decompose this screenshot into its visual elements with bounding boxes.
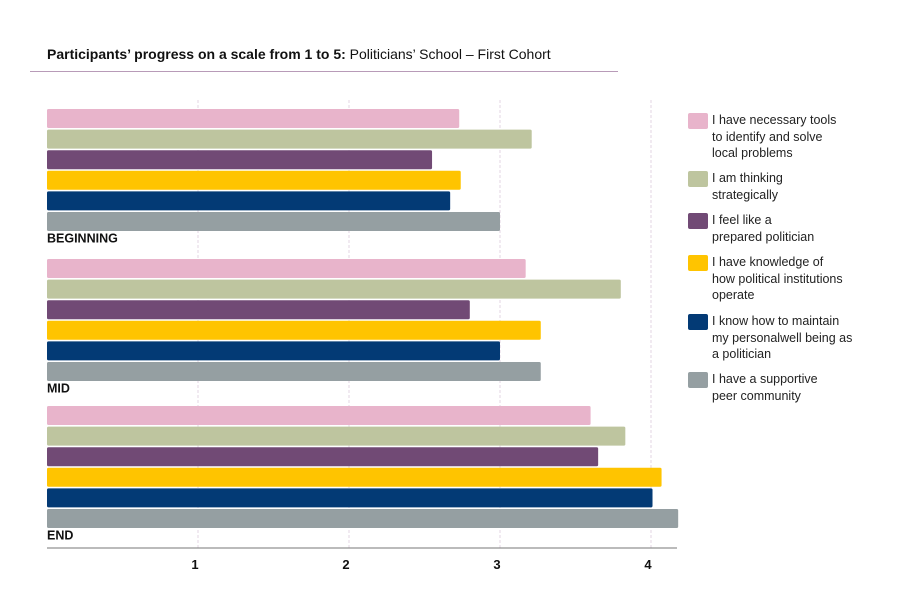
x-tick-label: 1 <box>191 557 198 572</box>
bar <box>47 170 461 190</box>
bar <box>47 300 470 320</box>
x-tick-label: 3 <box>493 557 500 572</box>
chart-title: Participants’ progress on a scale from 1… <box>47 46 551 62</box>
legend-swatch <box>688 171 708 187</box>
legend-label: I know how to maintain my personalwell b… <box>712 314 853 361</box>
bar <box>47 406 591 425</box>
legend-swatch <box>688 113 708 129</box>
title-bold: Participants’ progress on a scale from 1… <box>47 46 346 62</box>
bar <box>47 447 599 467</box>
bar <box>47 150 433 170</box>
title-divider <box>30 71 618 72</box>
bar <box>47 191 451 211</box>
legend-label: I have a supportive peer community <box>712 372 818 403</box>
legend-swatch <box>688 372 708 388</box>
x-tick-label: 4 <box>644 557 652 572</box>
bar <box>47 426 626 446</box>
bar <box>47 341 500 361</box>
bar <box>47 488 653 508</box>
bar <box>47 279 621 299</box>
category-label: MID <box>47 382 70 396</box>
legend-swatch <box>688 213 708 229</box>
legend-label: I have knowledge of how political instit… <box>712 255 843 302</box>
bar <box>47 259 526 278</box>
bar <box>47 109 460 128</box>
bar <box>47 129 532 149</box>
bar <box>47 320 541 340</box>
bar <box>47 509 679 528</box>
bar <box>47 212 500 231</box>
legend-label: I am thinking strategically <box>712 171 783 202</box>
category-label: END <box>47 529 73 543</box>
category-label: BEGINNING <box>47 232 118 246</box>
title-rest: Politicians’ School – First Cohort <box>345 46 551 62</box>
legend-label: I feel like a prepared politician <box>712 213 815 244</box>
x-tick-label: 2 <box>342 557 349 572</box>
legend-swatch <box>688 314 708 330</box>
legend-swatch <box>688 255 708 271</box>
bar <box>47 467 662 487</box>
bar <box>47 362 541 381</box>
legend-label: I have necessary tools to identify and s… <box>712 113 837 160</box>
